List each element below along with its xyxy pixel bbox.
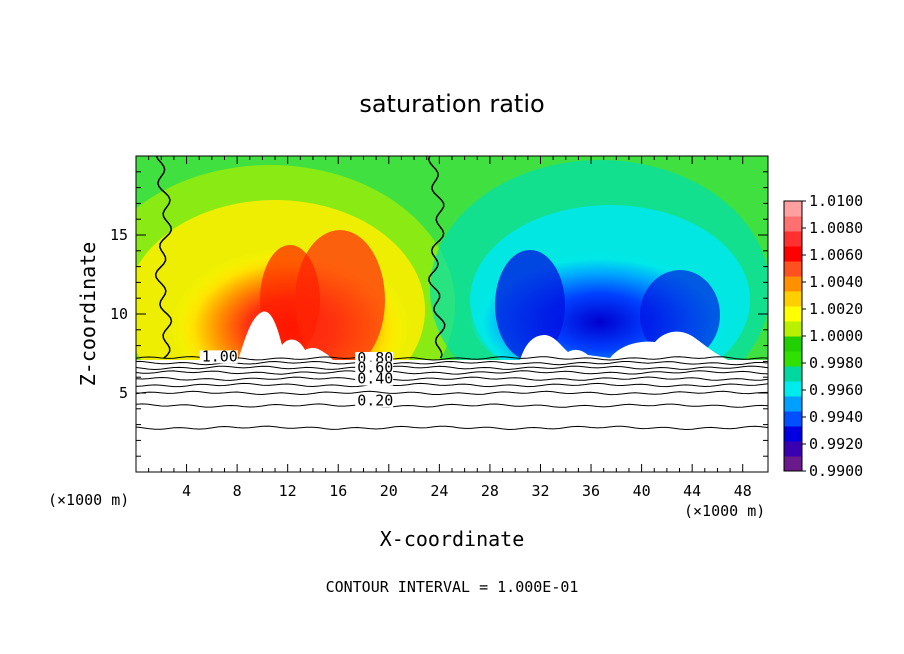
colorbar-label: 0.9920 [809, 435, 863, 453]
cloud-region-left [238, 311, 335, 362]
colorbar-label: 0.9900 [809, 462, 863, 480]
contour-line-2 [136, 365, 768, 371]
contour-line-5 [136, 382, 768, 388]
colorbar-swatch [784, 336, 802, 352]
cloud-region-right [520, 331, 728, 360]
contour-label-0.60: 0.60 [357, 358, 393, 376]
colorbar-swatch [784, 411, 802, 427]
contour-line-1 [136, 360, 768, 366]
colorbar-swatch [784, 396, 802, 412]
x-unit-right: (×1000 m) [684, 502, 765, 520]
colorbar-swatch [784, 456, 802, 472]
subsaturated-layer [136, 360, 768, 472]
contour-label-bg [199, 350, 238, 364]
x-axis-label: X-coordinate [380, 527, 525, 551]
contour-label-0.20: 0.20 [357, 392, 393, 410]
contour-label-0.40: 0.40 [357, 370, 393, 388]
vertical-contour-1 [427, 156, 446, 359]
colorbar-swatch [784, 306, 802, 322]
contour-line-4 [136, 376, 768, 381]
colorbar-label: 1.0000 [809, 327, 863, 345]
colorbar-swatch [784, 261, 802, 277]
contour-line-6 [136, 390, 768, 396]
x-axis-ticks: 4 8 12 16 20 24 28 32 36 40 44 48 [148, 156, 752, 500]
y-tick-label: 5 [119, 384, 128, 402]
x-unit-left: (×1000 m) [48, 491, 129, 509]
colorbar-label: 0.9980 [809, 354, 863, 372]
colorbar-swatch [784, 231, 802, 247]
x-tick-label: 16 [329, 482, 347, 500]
colorbar-label: 0.9940 [809, 408, 863, 426]
colorbar: 1.0100 1.0080 1.0060 1.0040 1.0020 1.0000 0.99… [783, 192, 863, 480]
contour-label-bg [355, 394, 394, 408]
x-tick-label: 32 [531, 482, 549, 500]
chart-title: saturation ratio [359, 90, 544, 118]
x-tick-label: 44 [683, 482, 701, 500]
contour-label-bg [355, 361, 394, 375]
x-tick-label: 8 [233, 482, 242, 500]
colorbar-swatch [784, 246, 802, 262]
y-axis-ticks: 5 10 15 [110, 171, 768, 457]
x-tick-label: 20 [380, 482, 398, 500]
contour-labels: 1.00 0.800.600.400.20 [199, 347, 394, 410]
colorbar-swatch [784, 216, 802, 232]
x-tick-label: 24 [430, 482, 448, 500]
y-axis-label: Z-coordinate [76, 242, 100, 387]
contour-line-3 [136, 370, 768, 375]
y-tick-label: 10 [110, 305, 128, 323]
contour-line-7 [136, 403, 768, 408]
plot-area [136, 156, 768, 472]
colorbar-swatch [784, 351, 802, 367]
x-tick-label: 12 [279, 482, 297, 500]
positive-anomaly-core2 [295, 230, 385, 370]
contour-line-0 [136, 356, 768, 361]
colorbar-swatch [784, 441, 802, 457]
negative-anomaly-core2 [495, 250, 565, 360]
colorbar-label: 0.9960 [809, 381, 863, 399]
colorbar-label: 1.0080 [809, 219, 863, 237]
contour-label-1.00: 1.00 [202, 347, 238, 365]
contour-interval-note: CONTOUR INTERVAL = 1.000E-01 [326, 578, 579, 596]
colorbar-swatch [784, 366, 802, 382]
colorbar-swatch [784, 291, 802, 307]
colorbar-label: 1.0100 [809, 192, 863, 210]
x-tick-label: 48 [734, 482, 752, 500]
contour-line-8 [136, 425, 768, 431]
contour-lines [136, 356, 768, 431]
colorbar-label: 1.0060 [809, 246, 863, 264]
colorbar-swatch [784, 201, 802, 217]
colorbar-swatch [784, 426, 802, 442]
colorbar-swatch [784, 381, 802, 397]
x-tick-label: 4 [182, 482, 191, 500]
x-tick-label: 40 [633, 482, 651, 500]
colorbar-label: 1.0020 [809, 300, 863, 318]
vertical-contours [154, 156, 446, 359]
vertical-contour-0 [154, 156, 173, 359]
colorbar-label: 1.0040 [809, 273, 863, 291]
x-tick-label: 28 [481, 482, 499, 500]
contour-label-bg [355, 372, 394, 386]
colorbar-swatch [784, 276, 802, 292]
colorbar-swatch [784, 321, 802, 337]
x-tick-label: 36 [582, 482, 600, 500]
y-tick-label: 15 [110, 226, 128, 244]
